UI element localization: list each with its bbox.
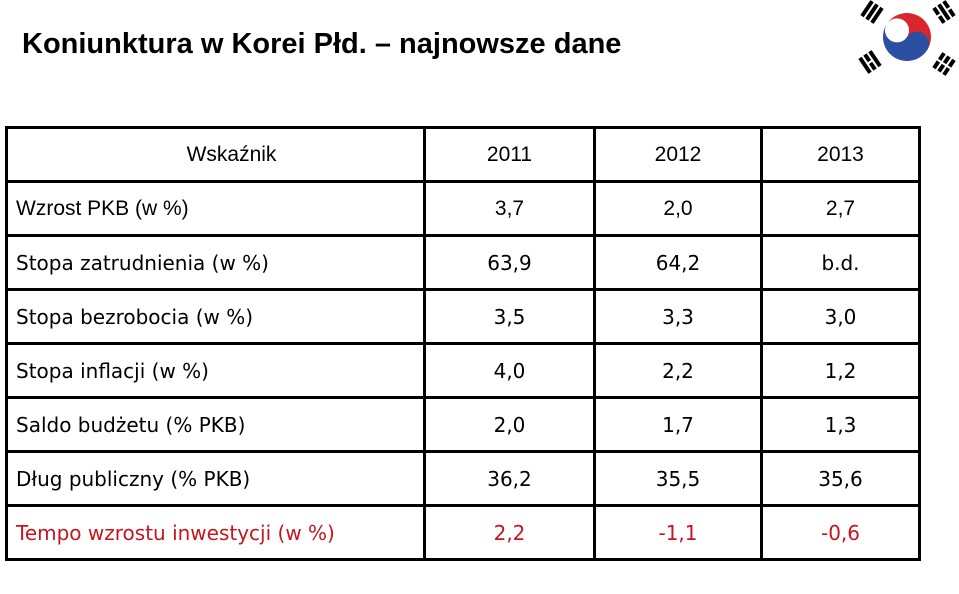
cell-value: 1,2 [760, 342, 921, 399]
row-label: Stopa zatrudnienia (w %) [5, 234, 426, 291]
row-label: Dług publiczny (% PKB) [5, 450, 426, 507]
cell-value: 63,9 [423, 234, 596, 291]
indicators-table: Wskaźnik 2011 2012 2013 Wzrost PKB (w %)… [5, 126, 921, 561]
cell-value: -1,1 [593, 504, 763, 561]
header-year-2011: 2011 [423, 126, 596, 183]
cell-value: 3,3 [593, 288, 763, 345]
cell-value: 2,0 [423, 396, 596, 453]
table-header-row: Wskaźnik 2011 2012 2013 [5, 126, 921, 183]
cell-value: 1,3 [760, 396, 921, 453]
header-year-2012: 2012 [593, 126, 763, 183]
cell-value: 3,0 [760, 288, 921, 345]
cell-value: 2,7 [760, 180, 921, 237]
cell-value: 64,2 [593, 234, 763, 291]
table-row: Stopa inflacji (w %) 4,0 2,2 1,2 [5, 342, 921, 399]
table-row: Saldo budżetu (% PKB) 2,0 1,7 1,3 [5, 396, 921, 453]
row-label: Saldo budżetu (% PKB) [5, 396, 426, 453]
cell-value: 1,7 [593, 396, 763, 453]
cell-value: 3,7 [423, 180, 596, 237]
row-label: Tempo wzrostu inwestycji (w %) [5, 504, 426, 561]
row-label: Wzrost PKB (w %) [5, 180, 426, 237]
table-row: Tempo wzrostu inwestycji (w %) 2,2 -1,1 … [5, 504, 921, 561]
cell-value: 35,6 [760, 450, 921, 507]
table-row: Stopa bezrobocia (w %) 3,5 3,3 3,0 [5, 288, 921, 345]
cell-value: 3,5 [423, 288, 596, 345]
row-label: Stopa bezrobocia (w %) [5, 288, 426, 345]
cell-value: 35,5 [593, 450, 763, 507]
cell-value: 2,2 [423, 504, 596, 561]
header-indicator: Wskaźnik [5, 126, 426, 183]
cell-value: 4,0 [423, 342, 596, 399]
cell-value: 2,0 [593, 180, 763, 237]
table-row: Wzrost PKB (w %) 3,7 2,0 2,7 [5, 180, 921, 237]
cell-value: b.d. [760, 234, 921, 291]
cell-value: 2,2 [593, 342, 763, 399]
cell-value: -0,6 [760, 504, 921, 561]
south-korea-flag-icon [858, 0, 956, 76]
page-title: Koniunktura w Korei Płd. – najnowsze dan… [22, 28, 622, 60]
table-row: Dług publiczny (% PKB) 36,2 35,5 35,6 [5, 450, 921, 507]
header-year-2013: 2013 [760, 126, 921, 183]
table-row: Stopa zatrudnienia (w %) 63,9 64,2 b.d. [5, 234, 921, 291]
row-label: Stopa inflacji (w %) [5, 342, 426, 399]
cell-value: 36,2 [423, 450, 596, 507]
